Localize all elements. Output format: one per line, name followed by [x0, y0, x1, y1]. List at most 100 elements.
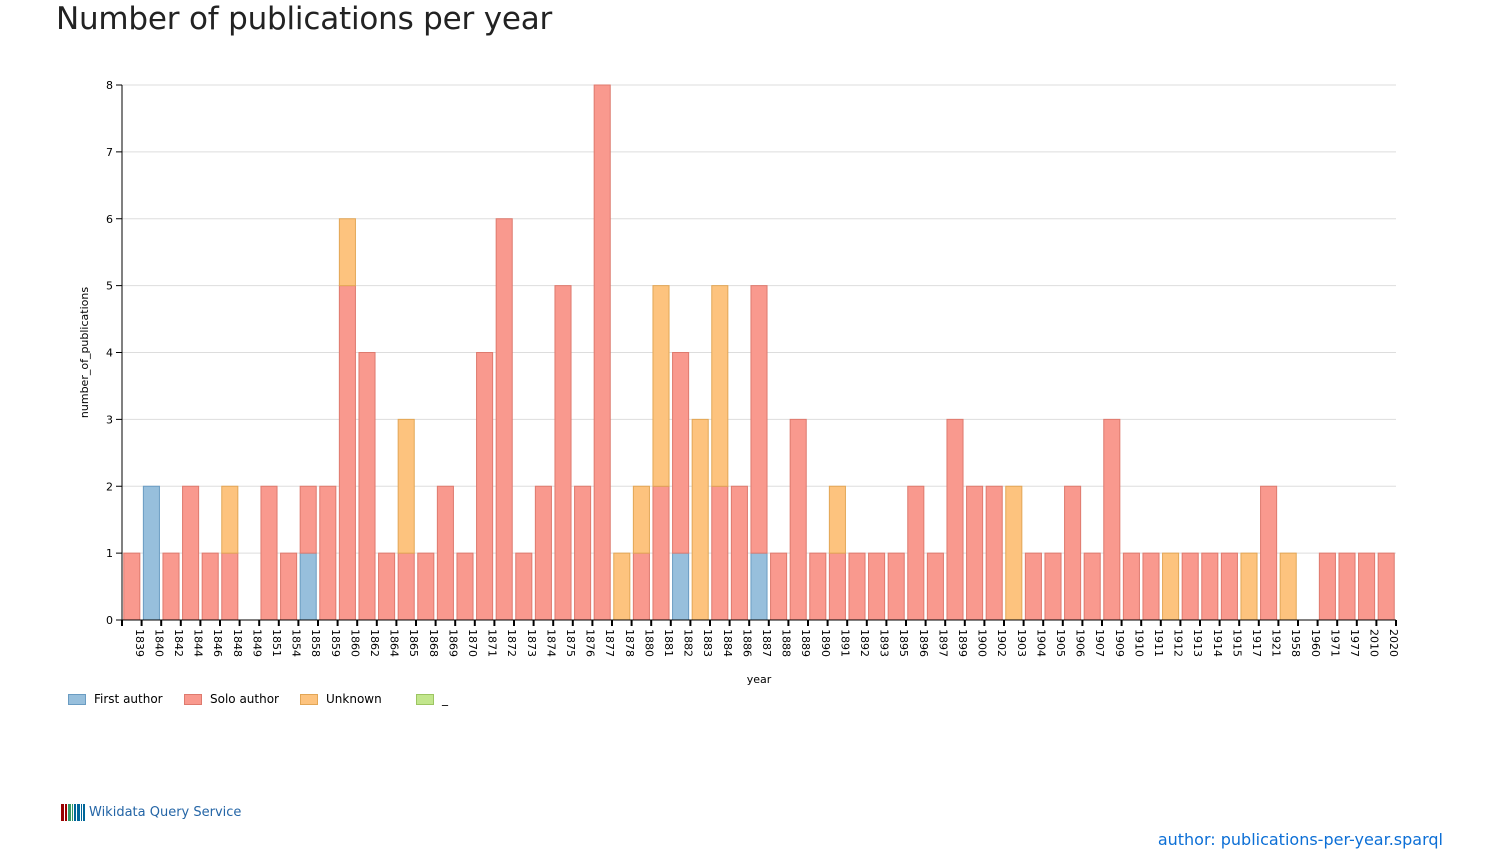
bar-segment — [221, 552, 239, 621]
x-tick-label: 1842 — [172, 629, 185, 657]
bar-segment — [1024, 552, 1042, 621]
bar-segment — [515, 552, 533, 621]
bar-segment — [397, 552, 415, 621]
x-tick-label: 1913 — [1191, 629, 1204, 657]
bar-segment — [946, 418, 964, 621]
x-tick-label: 1915 — [1230, 629, 1243, 657]
bar-segment — [1162, 552, 1180, 621]
bar-segment — [1240, 552, 1258, 621]
bar-segment — [1220, 552, 1238, 621]
bar-segment — [299, 552, 317, 621]
bar-segment — [554, 285, 572, 621]
wikidata-query-service-link[interactable]: Wikidata Query Service — [61, 804, 241, 821]
bar-segment — [613, 552, 631, 621]
bar-segment — [1142, 552, 1160, 621]
query-file-link[interactable]: author: publications-per-year.sparql — [1157, 830, 1443, 849]
x-tick-label: 1858 — [309, 629, 322, 657]
publications-bar-chart: 0 1 2 3 4 5 6 7 8 1839 1840 1842 1844 1846 1848 1849 185… — [78, 79, 1400, 686]
bar-segment — [1103, 418, 1121, 621]
logo-bar — [77, 804, 80, 821]
bar-segment — [672, 352, 690, 554]
bar-segment — [1338, 552, 1356, 621]
bar-segment — [221, 485, 239, 554]
x-tick-label: 1889 — [799, 629, 812, 657]
logo-bar — [83, 804, 85, 821]
x-tick-label: 1873 — [525, 629, 538, 657]
x-tick-label: 1875 — [564, 629, 577, 657]
legend-swatch — [184, 693, 202, 705]
bar-segment — [632, 485, 650, 554]
x-tick-label: 1882 — [682, 629, 695, 657]
bar-segment — [770, 552, 788, 621]
x-tick-label: 1884 — [721, 629, 734, 657]
legend-label: _ — [442, 692, 448, 706]
x-tick-label: 2020 — [1387, 629, 1400, 657]
bar-segment — [887, 552, 905, 621]
x-tick-label: 1876 — [584, 629, 597, 657]
x-tick-label: 1906 — [1074, 629, 1087, 657]
bar-segment — [789, 418, 807, 621]
bar-segment — [711, 485, 729, 621]
bar-segment — [1044, 552, 1062, 621]
legend-item: Unknown — [300, 692, 382, 706]
bar-segment — [1181, 552, 1199, 621]
x-tick-label: 1895 — [897, 629, 910, 657]
x-tick-label: 1911 — [1152, 629, 1165, 657]
x-tick-label: 1859 — [329, 629, 342, 657]
bar-segment — [750, 552, 768, 621]
bar-segment — [730, 485, 748, 621]
x-tick-label: 1890 — [819, 629, 832, 657]
x-tick-label: 1851 — [270, 629, 283, 657]
x-tick-label: 1869 — [446, 629, 459, 657]
bar-segment — [1358, 552, 1376, 621]
x-tick-label: 1848 — [231, 629, 244, 657]
x-tick-label: 1844 — [192, 629, 205, 657]
x-tick-label: 1864 — [388, 629, 401, 657]
x-tick-label: 1909 — [1113, 629, 1126, 657]
y-tick-label: 0 — [106, 614, 113, 627]
bar-segment — [1064, 485, 1082, 621]
bar-segment — [632, 552, 650, 621]
bar-segment — [378, 552, 396, 621]
bar-segment — [1279, 552, 1297, 621]
x-tick-label: 1921 — [1270, 629, 1283, 657]
bar-segment — [868, 552, 886, 621]
bar-segment — [711, 285, 729, 487]
bar-segment — [926, 552, 944, 621]
legend-item: First author — [68, 692, 163, 706]
y-axis-title: number_of_publications — [78, 287, 91, 418]
bar-segment — [319, 485, 337, 621]
x-tick-label: 1914 — [1211, 629, 1224, 657]
bar-segment — [672, 552, 690, 621]
x-tick-label: 1904 — [1034, 629, 1047, 657]
y-tick-label: 3 — [106, 413, 113, 426]
bar-segment — [299, 485, 317, 554]
logo-bar — [65, 804, 67, 821]
y-tick-label: 8 — [106, 79, 113, 92]
bar-segment — [574, 485, 592, 621]
bar-segment — [593, 84, 611, 621]
x-tick-label: 1872 — [505, 629, 518, 657]
x-tick-label: 1912 — [1172, 629, 1185, 657]
x-tick-label: 1896 — [917, 629, 930, 657]
bar-segment — [260, 485, 278, 621]
bar-segment — [1083, 552, 1101, 621]
x-tick-label: 1846 — [211, 629, 224, 657]
x-tick-label: 1871 — [486, 629, 499, 657]
legend-item: _ — [416, 692, 448, 706]
logo-bar — [74, 804, 76, 821]
x-tick-label: 1865 — [407, 629, 420, 657]
bar-segment — [338, 218, 356, 287]
x-tick-label: 1840 — [152, 629, 165, 657]
bar-segment — [476, 352, 494, 621]
bar-segment — [828, 552, 846, 621]
x-tick-label: 2010 — [1368, 629, 1381, 657]
bar-segment — [966, 485, 984, 621]
x-tick-label: 1881 — [662, 629, 675, 657]
y-tick-label: 6 — [106, 213, 113, 226]
bar-segment — [1005, 485, 1023, 621]
x-tick-label: 1897 — [936, 629, 949, 657]
page-title: Number of publications per year — [56, 1, 553, 37]
x-tick-label: 1854 — [290, 629, 303, 657]
x-tick-label: 1887 — [760, 629, 773, 657]
